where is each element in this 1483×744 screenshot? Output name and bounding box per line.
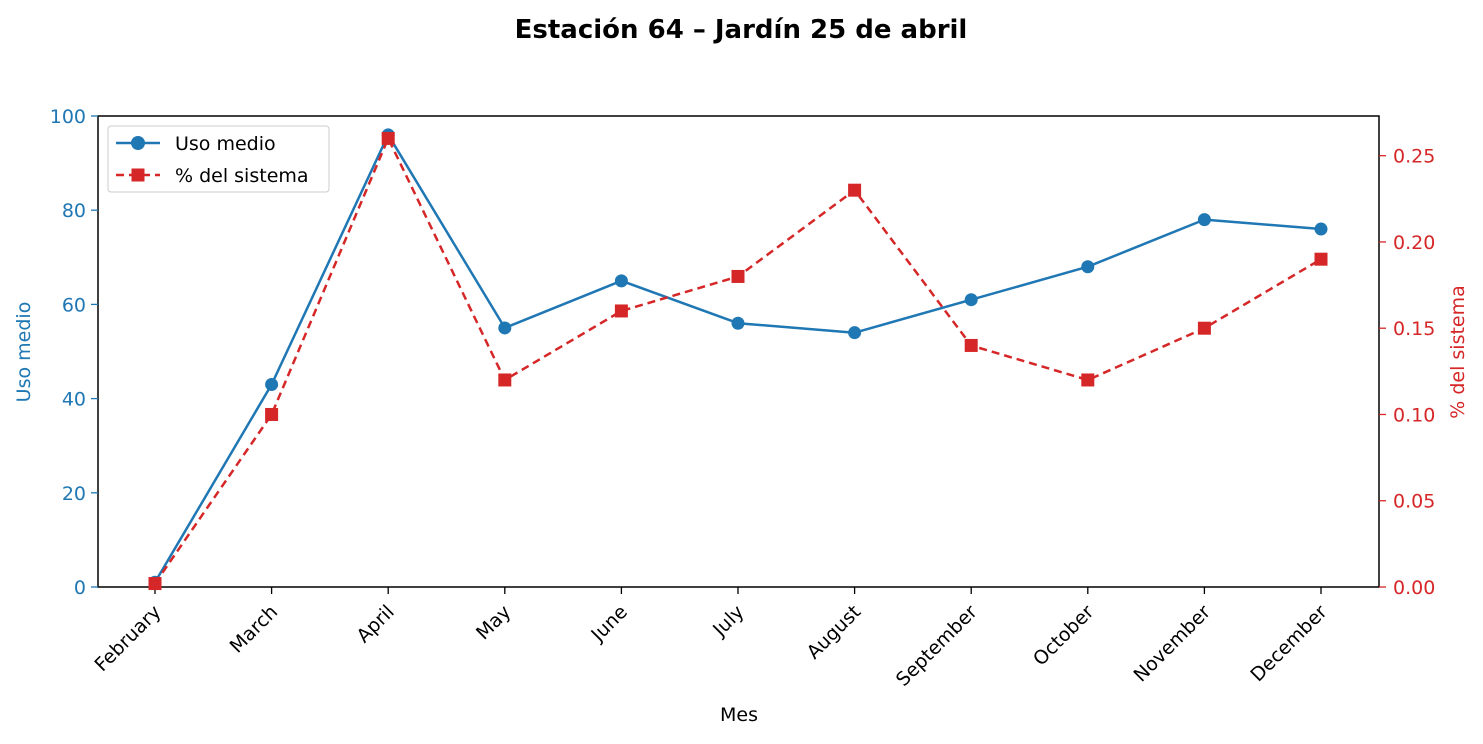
y-axis-label-right: % del sistema: [1447, 285, 1469, 419]
x-tick-label: May: [472, 601, 515, 644]
data-point-sistema: [1081, 373, 1095, 387]
y-tick-label-right: 0.05: [1393, 491, 1435, 513]
data-point-uso-medio: [1314, 222, 1328, 236]
data-point-uso-medio: [848, 326, 862, 340]
y-tick-label-left: 20: [62, 483, 86, 505]
data-point-uso-medio: [265, 377, 279, 391]
x-tick-label: September: [892, 601, 982, 691]
legend-label-uso-medio: Uso medio: [175, 133, 276, 155]
series-line-uso-medio: [153, 133, 1322, 583]
y-tick-label-left: 0: [74, 577, 86, 599]
x-tick-label: August: [803, 601, 866, 664]
data-point-sistema: [265, 407, 279, 421]
y-tick-label-right: 0.00: [1393, 577, 1435, 599]
plot-area: 0 20 40 60 80 100 0.00 0.05 0.10 0.15 0.20 0.25 Febr…: [50, 106, 1436, 691]
data-point-sistema: [614, 304, 628, 318]
data-point-uso-medio: [731, 316, 745, 330]
data-point-sistema: [1314, 252, 1328, 266]
x-tick-label: October: [1029, 601, 1098, 670]
x-tick-label: December: [1246, 601, 1331, 686]
y-tick-label-right: 0.20: [1393, 232, 1435, 254]
data-point-sistema: [498, 373, 512, 387]
data-point-uso-medio: [1197, 213, 1211, 227]
x-tick-label: June: [586, 601, 632, 647]
y-tick-label-left: 80: [62, 200, 86, 222]
y-tick-label-right: 0.10: [1393, 404, 1435, 426]
y-tick-label-right: 0.25: [1393, 146, 1435, 168]
data-point-sistema: [731, 269, 745, 283]
y-axis-label-left: Uso medio: [13, 302, 35, 403]
data-point-sistema: [848, 183, 862, 197]
data-point-sistema: [1197, 321, 1211, 335]
x-tick-label: April: [352, 601, 398, 647]
y-tick-label-left: 40: [62, 389, 86, 411]
series-line-sistema: [153, 137, 1322, 585]
legend-frame: [107, 125, 330, 193]
x-tick-label: February: [90, 601, 165, 676]
x-tick-label: November: [1129, 601, 1215, 687]
x-axis-label: Mes: [720, 704, 758, 726]
data-point-uso-medio: [1081, 260, 1095, 274]
chart-title: Estación 64 – Jardín 25 de abril: [515, 15, 968, 45]
data-point-uso-medio: [964, 293, 978, 307]
y-tick-label-right: 0.15: [1393, 318, 1435, 340]
x-tick-label: March: [226, 601, 283, 658]
legend-marker-uso-medio: [131, 136, 145, 150]
x-tick-label: July: [708, 601, 748, 641]
legend-marker-sistema: [131, 168, 145, 182]
data-point-uso-medio: [614, 274, 628, 288]
data-point-uso-medio: [498, 321, 512, 335]
data-point-sistema: [148, 577, 162, 591]
y-tick-label-left: 100: [50, 106, 86, 128]
legend: Uso medio % del sistema: [107, 125, 330, 193]
data-point-sistema: [381, 131, 395, 145]
y-tick-label-left: 60: [62, 294, 86, 316]
data-point-sistema: [964, 338, 978, 352]
legend-label-sistema: % del sistema: [175, 165, 309, 187]
